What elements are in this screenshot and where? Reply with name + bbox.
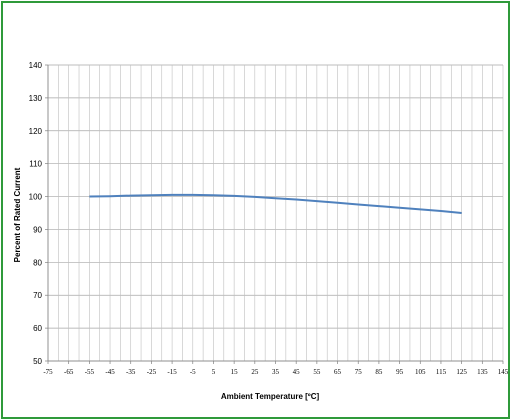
x-tick-label: 5 bbox=[212, 368, 216, 376]
x-tick-labels: -75 -65 -55 -45 -35 -25 -15 -5 5 15 25 35 45 55 65 75 85… bbox=[43, 368, 508, 376]
x-tick-label: 65 bbox=[334, 368, 342, 376]
y-tick-label: 130 bbox=[29, 94, 43, 103]
x-tick-label: 85 bbox=[375, 368, 383, 376]
x-tick-label: 35 bbox=[272, 368, 280, 376]
y-tick-label: 140 bbox=[29, 61, 43, 70]
x-tick-label: 75 bbox=[355, 368, 363, 376]
y-axis-label: Percent of Rated Current bbox=[13, 167, 22, 262]
y-tick-label: 60 bbox=[33, 324, 42, 333]
y-tick-label: 120 bbox=[29, 127, 43, 136]
x-tick-label: -65 bbox=[64, 368, 74, 376]
x-tick-label: 45 bbox=[293, 368, 301, 376]
y-tick-label: 80 bbox=[33, 258, 42, 267]
y-tick-label: 90 bbox=[33, 225, 42, 234]
y-tick-label: 70 bbox=[33, 291, 42, 300]
series-line bbox=[89, 193, 462, 214]
x-tick-label: 135 bbox=[477, 368, 488, 376]
y-tick-label: 110 bbox=[29, 160, 42, 169]
series-group bbox=[89, 193, 462, 214]
x-axis-label: Ambient Temperature [ºC] bbox=[221, 392, 320, 401]
x-tick-label: 125 bbox=[456, 368, 467, 376]
x-tick-label: 105 bbox=[415, 368, 426, 376]
x-tick-label: 55 bbox=[313, 368, 321, 376]
x-tick-label: 115 bbox=[436, 368, 447, 376]
x-tick-label: -45 bbox=[105, 368, 115, 376]
x-tick-label: 95 bbox=[396, 368, 404, 376]
x-tick-label: 15 bbox=[231, 368, 239, 376]
x-tick-label: -75 bbox=[43, 368, 53, 376]
x-tick-label: 145 bbox=[498, 368, 509, 376]
y-tick-label: 50 bbox=[33, 357, 42, 366]
y-tick-labels: 50 60 70 80 90 100 110 120 130 140 bbox=[29, 61, 43, 366]
x-tick-label: -55 bbox=[85, 368, 95, 376]
x-tick-label: -15 bbox=[167, 368, 177, 376]
x-tick-label: -25 bbox=[147, 368, 157, 376]
x-tick-label: 25 bbox=[251, 368, 259, 376]
grid-lines bbox=[47, 64, 504, 362]
axes bbox=[45, 64, 504, 364]
y-tick-label: 100 bbox=[29, 193, 43, 202]
x-tick-label: -5 bbox=[190, 368, 196, 376]
x-tick-label: -35 bbox=[126, 368, 136, 376]
